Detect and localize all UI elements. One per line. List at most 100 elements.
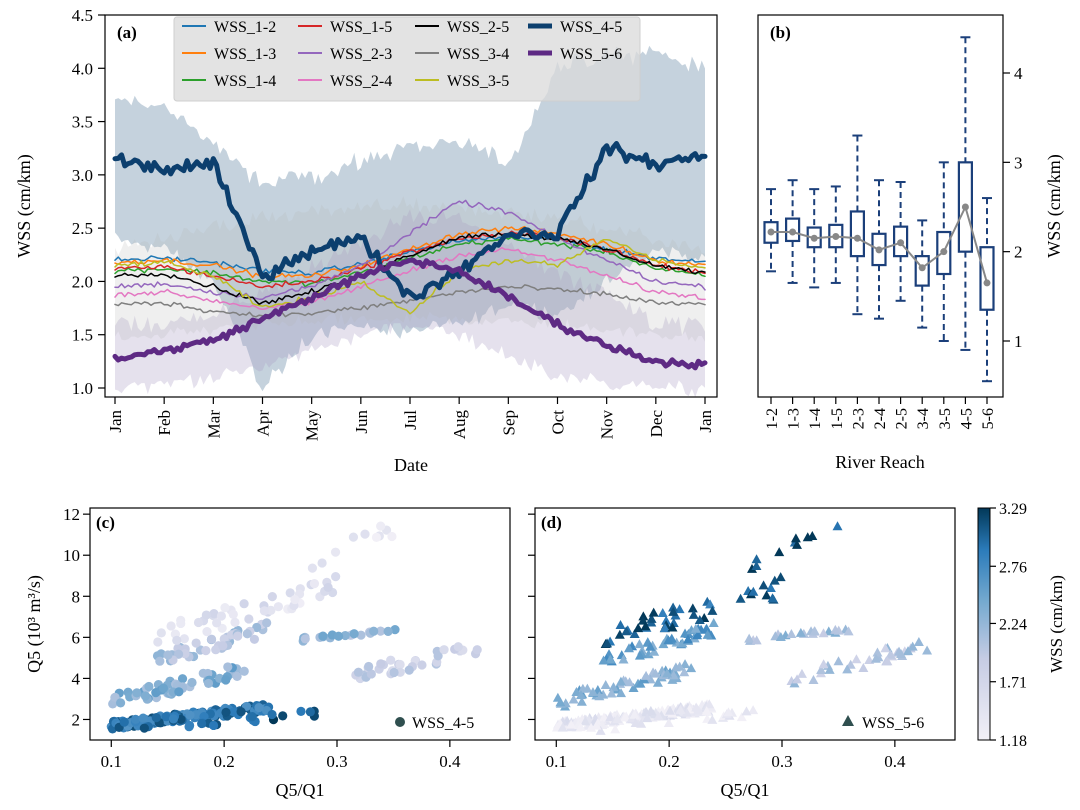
data-point [208, 720, 219, 731]
data-point [751, 560, 762, 570]
line-WSS_5-6 [112, 257, 708, 371]
data-point [907, 641, 918, 651]
data-point [591, 720, 602, 730]
legend-label-WSS_2-4: WSS_2-4 [330, 73, 392, 90]
data-point [624, 643, 635, 653]
band-WSS_5-6 [115, 208, 705, 397]
data-point [688, 609, 699, 619]
data-point [223, 662, 233, 672]
data-point [317, 558, 327, 568]
panel-c-x-axis: 0.1 0.2 0.3 0.4 [101, 740, 461, 771]
panel-c-legend-label: WSS_4-5 [412, 715, 474, 732]
data-point [582, 683, 593, 693]
data-point [643, 649, 654, 659]
data-point [832, 521, 843, 531]
tick-label-a-x: Jun [352, 410, 371, 434]
data-point [748, 705, 759, 715]
data-point [166, 621, 176, 631]
data-point [662, 668, 673, 678]
data-point [816, 665, 827, 675]
tick-label-a-x: Jan [696, 410, 715, 433]
data-point [300, 634, 310, 644]
data-point [618, 654, 629, 664]
data-point [621, 626, 632, 636]
median-point-3-4 [918, 264, 926, 272]
tick-label-a-x: Feb [155, 410, 174, 436]
data-point [620, 712, 631, 722]
data-point [155, 656, 165, 666]
data-point [433, 651, 443, 661]
colorbar: 1.18 1.71 2.24 2.76 3.29 WSS (cm/km) [977, 501, 1066, 750]
data-point [220, 603, 230, 613]
data-point [808, 674, 819, 684]
data-point [151, 712, 161, 723]
tick-label-x: 0.1 [546, 752, 567, 771]
line-WSS_4-5 [112, 141, 708, 301]
data-point [221, 707, 231, 717]
data-point [185, 720, 195, 731]
data-point [369, 626, 379, 636]
data-point [605, 712, 616, 722]
tick-label-b-x: 1-2 [764, 408, 781, 429]
data-point [212, 618, 222, 628]
median-point-1-2 [767, 228, 775, 236]
panel-a-xlabel: Date [394, 455, 428, 475]
tick-label-b-y: 1 [1014, 332, 1023, 351]
data-point [602, 638, 613, 648]
data-point [249, 634, 260, 644]
data-point [658, 639, 669, 649]
data-point [913, 636, 924, 646]
tick-label-x: 0.4 [439, 752, 461, 771]
data-point [858, 662, 869, 672]
data-point [843, 626, 854, 636]
data-point [353, 667, 364, 677]
tick-label-b-y: 4 [1014, 64, 1023, 83]
tick-label-b-x: 3-5 [937, 408, 954, 429]
data-point [472, 645, 482, 655]
median-point-1-4 [810, 234, 818, 242]
data-point [634, 650, 645, 660]
data-point [453, 642, 463, 652]
data-point [575, 690, 586, 700]
data-point [735, 593, 746, 603]
panel-b-label: (b) [770, 23, 791, 42]
tick-label-a-y: 1.5 [72, 326, 93, 345]
data-point [880, 643, 891, 653]
median-point-1-5 [832, 232, 840, 240]
panel-b: 1 2 3 4 1-2 1-3 1-4 1-5 2-3 2-4 2-5 3-4 3-5 4-5 5-6 (… [757, 14, 1065, 472]
data-point [818, 659, 829, 669]
data-point [708, 618, 719, 628]
colorbar-label: WSS (cm/km) [1047, 575, 1066, 673]
data-point [140, 691, 151, 701]
data-point [680, 628, 691, 638]
data-point [668, 602, 679, 612]
data-point [667, 622, 678, 632]
data-point [610, 724, 621, 734]
data-point [174, 649, 184, 659]
data-point [649, 646, 660, 656]
panel-d-y-axis [528, 513, 535, 721]
data-point [296, 706, 306, 716]
legend-label-WSS_4-5: WSS_4-5 [560, 19, 622, 36]
tick-label-a-x: Aug [450, 410, 469, 440]
data-point [330, 547, 341, 557]
data-point [130, 714, 141, 724]
tick-label-x: 0.1 [101, 752, 122, 771]
data-point [239, 666, 249, 676]
panel-a-frame [104, 14, 718, 398]
legend-label-WSS_3-5: WSS_3-5 [447, 73, 509, 90]
tick-label-x: 0.2 [659, 752, 680, 771]
data-point [645, 674, 656, 684]
data-point [775, 631, 786, 641]
data-point [677, 638, 688, 648]
data-point [156, 649, 166, 659]
tick-label-x: 0.4 [884, 752, 906, 771]
data-point [809, 626, 820, 636]
data-point [201, 646, 211, 656]
data-point [228, 609, 238, 619]
panel-b-boxes [763, 36, 995, 383]
data-point [323, 582, 333, 593]
data-point [642, 713, 653, 723]
data-point [349, 629, 359, 639]
data-point [138, 713, 148, 723]
